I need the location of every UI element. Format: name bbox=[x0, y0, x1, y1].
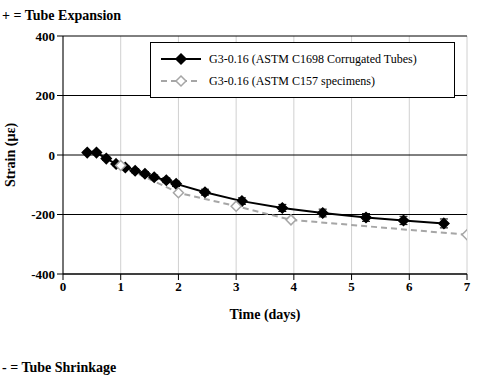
svg-text:0: 0 bbox=[60, 279, 67, 294]
svg-text:0: 0 bbox=[49, 148, 56, 163]
svg-text:Time (days): Time (days) bbox=[230, 307, 301, 323]
svg-text:5: 5 bbox=[348, 279, 355, 294]
html-text:+ = Tube Expansion: + = Tube Expansion bbox=[2, 8, 122, 23]
html-text:- = Tube Shrinkage: - = Tube Shrinkage bbox=[2, 360, 117, 375]
html-text:G3-0.16 (ASTM C1698 Corrugated: G3-0.16 (ASTM C1698 Corrugated Tubes) bbox=[209, 51, 417, 66]
svg-text:7: 7 bbox=[464, 279, 471, 294]
html-text:G3-0.16 (ASTM C157 specimens): G3-0.16 (ASTM C157 specimens) bbox=[209, 73, 375, 88]
svg-text:4: 4 bbox=[291, 279, 298, 294]
svg-text:-400: -400 bbox=[31, 267, 55, 282]
svg-text:Strain (µε): Strain (µε) bbox=[8, 123, 19, 188]
svg-text:2: 2 bbox=[175, 279, 182, 294]
svg-text:1: 1 bbox=[117, 279, 124, 294]
svg-text:6: 6 bbox=[406, 279, 413, 294]
svg-text:400: 400 bbox=[36, 29, 56, 44]
svg-text:-200: -200 bbox=[31, 207, 55, 222]
svg-text:3: 3 bbox=[233, 279, 240, 294]
svg-text:200: 200 bbox=[36, 88, 56, 103]
